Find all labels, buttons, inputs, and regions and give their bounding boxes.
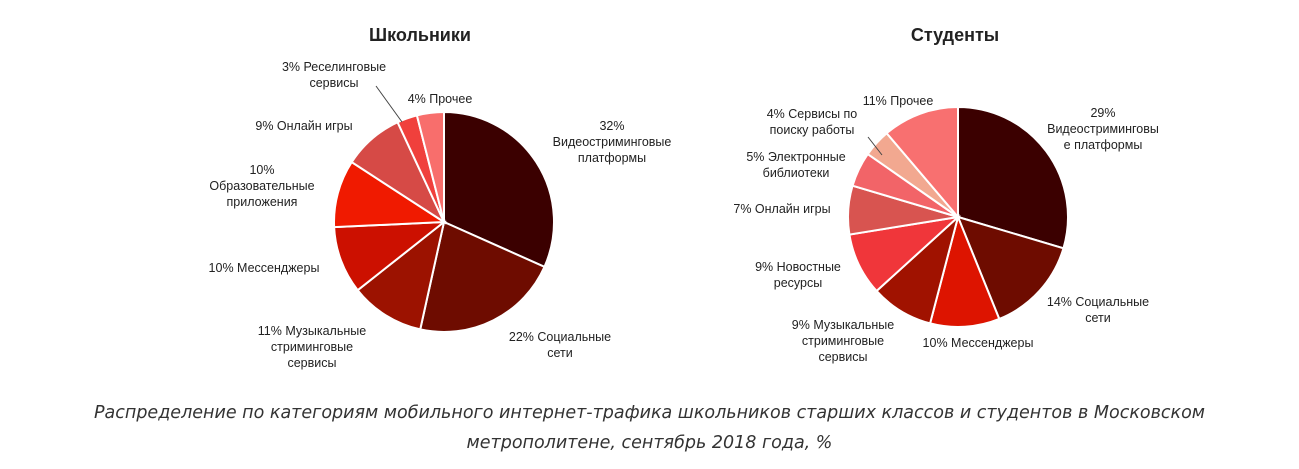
pie1-slice-label-8-line-0: 11% Прочее <box>863 94 934 108</box>
pie0-slice-label-1-line-0: 22% Социальные <box>509 330 611 344</box>
pie1-slice-label-7-line-1: поиску работы <box>770 123 855 137</box>
pie1-slice-label-4-line-1: ресурсы <box>774 276 822 290</box>
pie1-slice-label-6: 5% Электронные библиотеки <box>746 150 845 180</box>
pie1-slice-label-4: 9% Новостные ресурсы <box>755 260 841 290</box>
pie0-slice-label-4: 10% Образовательные приложения <box>209 163 314 209</box>
pie-charts-figure: Школьники Студенты 32% Видеостриминговые п… <box>209 25 1159 370</box>
pie0-slice-label-4-line-1: Образовательные <box>209 179 314 193</box>
pie0-slice-label-3-line-0: 10% Мессенджеры <box>209 261 320 275</box>
pie1-slice-label-0-line-0: 29% <box>1090 106 1115 120</box>
pie0-slice-label-0: 32% Видеостриминговые платформы <box>553 119 672 165</box>
pie0-slice-label-6-line-0: 3% Реселинговые <box>282 60 386 74</box>
pie1-slice-label-6-line-1: библиотеки <box>763 166 830 180</box>
pie1-slice-label-3: 9% Музыкальные стриминговые сервисы <box>792 318 894 364</box>
pie0-slice-label-2-line-2: сервисы <box>287 356 336 370</box>
pie1-slice-label-7-line-0: 4% Сервисы по <box>767 107 858 121</box>
pie-schoolchildren: 32% Видеостриминговые платформы 22% Социаль… <box>209 60 672 370</box>
pie0-slice-label-4-line-0: 10% <box>249 163 274 177</box>
pie1-slice-8 <box>885 105 959 220</box>
pie0-slice-0 <box>443 110 555 269</box>
pie1-slice-2 <box>928 213 1001 328</box>
pie0-slice-label-0-line-2: платформы <box>578 151 646 165</box>
pie1-slice-label-8: 11% Прочее <box>863 94 934 108</box>
pie0-slice-7 <box>415 110 445 223</box>
pie1-slice-label-0-line-2: е платформы <box>1064 138 1143 152</box>
pie1-slice-1 <box>956 215 1065 321</box>
pie0-slice-label-5: 9% Онлайн игры <box>255 119 352 133</box>
chart-title-schoolchildren: Школьники <box>369 25 471 45</box>
pie1-leader-line-7 <box>867 136 883 156</box>
pie1-slice-label-0: 29% Видеостриминговы е платформы <box>1047 106 1159 152</box>
pie1-slice-label-2-line-0: 10% Мессенджеры <box>923 336 1034 350</box>
pie0-slice-label-2: 11% Музыкальные стриминговые сервисы <box>258 324 366 370</box>
pie1-slice-label-2: 10% Мессенджеры <box>923 336 1034 350</box>
caption-line-2: метрополитене, сентябрь 2018 года, % <box>466 433 833 453</box>
pie1-slice-label-4-line-0: 9% Новостные <box>755 260 841 274</box>
pie1-slice-label-5: 7% Онлайн игры <box>733 202 830 216</box>
pie0-slice-2 <box>356 219 446 331</box>
pie0-slice-label-5-line-0: 9% Онлайн игры <box>255 119 352 133</box>
pie0-slice-label-2-line-1: стриминговые <box>271 340 353 354</box>
pie0-slice-label-1: 22% Социальные сети <box>509 330 611 360</box>
pie0-slice-label-0-line-0: 32% <box>599 119 624 133</box>
pie1-slice-0 <box>957 105 1069 250</box>
pie0-slice-label-1-line-1: сети <box>547 346 573 360</box>
pie1-slice-label-7: 4% Сервисы по поиску работы <box>767 107 858 137</box>
pie0-slice-label-4-line-2: приложения <box>227 195 298 209</box>
pie1-slice-label-1-line-1: сети <box>1085 311 1111 325</box>
pie1-slice-label-5-line-0: 7% Онлайн игры <box>733 202 830 216</box>
pie-students: 29% Видеостриминговы е платформы 14% Социал… <box>733 94 1159 364</box>
pie0-slice-label-6-line-1: сервисы <box>309 76 358 90</box>
pie0-slice-label-6: 3% Реселинговые сервисы <box>282 60 386 90</box>
chart-title-students: Студенты <box>911 25 999 45</box>
pie1-slice-label-3-line-2: сервисы <box>818 350 867 364</box>
pie0-slice-label-7-line-0: 4% Прочее <box>408 92 473 106</box>
pie1-slice-label-1-line-0: 14% Социальные <box>1047 295 1149 309</box>
pie1-slice-label-0-line-1: Видеостриминговы <box>1047 122 1159 136</box>
caption-line-1: Распределение по категориям мобильного и… <box>93 403 1206 423</box>
pie0-slice-label-3: 10% Мессенджеры <box>209 261 320 275</box>
pie1-slice-label-6-line-0: 5% Электронные <box>746 150 845 164</box>
pie1-slice-label-1: 14% Социальные сети <box>1047 295 1149 325</box>
pie1-slice-label-3-line-1: стриминговые <box>802 334 884 348</box>
figure-caption: Распределение по категориям мобильного и… <box>0 398 1299 458</box>
pie0-leader-line-6 <box>375 85 403 123</box>
pie0-slice-label-7: 4% Прочее <box>408 92 473 106</box>
pie0-slice-label-2-line-0: 11% Музыкальные <box>258 324 366 338</box>
pie0-slice-1 <box>419 220 546 333</box>
pie1-slice-label-3-line-0: 9% Музыкальные <box>792 318 894 332</box>
pie0-slice-label-0-line-1: Видеостриминговые <box>553 135 672 149</box>
